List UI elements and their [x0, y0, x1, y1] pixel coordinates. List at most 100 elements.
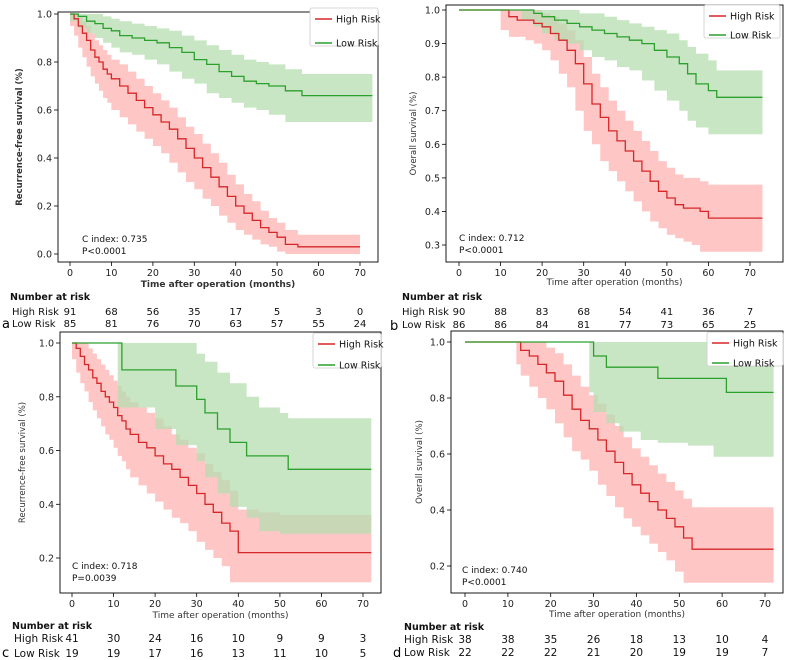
risk-count: 22: [458, 647, 471, 659]
risk-count: 19: [673, 647, 686, 659]
x-tick-label: 30: [588, 599, 600, 610]
risk-row-label: High Risk: [12, 307, 59, 318]
risk-table-title: Number at risk: [402, 292, 483, 303]
high-risk-survival-line: [70, 13, 360, 248]
y-tick-label: 0.4: [37, 154, 52, 165]
x-axis-label: Time after operation (months): [141, 280, 295, 290]
x-tick-label: 70: [354, 268, 366, 279]
axes-frame: [450, 330, 784, 594]
x-tick-label: 0: [456, 268, 462, 279]
risk-count: 17: [229, 307, 242, 318]
risk-count: 16: [190, 648, 204, 660]
panel-letter: c: [2, 646, 9, 660]
y-tick-label: 0.6: [39, 446, 54, 457]
risk-count: 68: [105, 307, 118, 318]
y-tick-label: 0.2: [37, 202, 52, 213]
risk-row-label: High Risk: [404, 634, 454, 646]
low-risk-ci-band: [465, 342, 774, 457]
y-tick-label: 0.7: [425, 106, 440, 117]
y-tick-label: 0.4: [430, 506, 445, 517]
risk-count: 5: [360, 648, 367, 660]
x-axis-label: Time after operation (months): [151, 611, 288, 621]
x-tick-label: 40: [232, 599, 244, 610]
risk-row-label: Low Risk: [404, 647, 451, 659]
panel-b: 0 10 20 30 40 50 60 70 0.3 0.4 0.5 0.6 0.7 0.8 0.9 1.0 O…: [390, 4, 784, 334]
x-tick-label: 60: [716, 599, 728, 610]
x-tick-label: 0: [69, 599, 75, 610]
y-axis-label: Recurrence-free survival (%): [15, 68, 25, 206]
panel-a: 0 10 20 30 40 50 60 700.00.20.40.60.81.0Recurre…: [2, 7, 381, 332]
y-tick-label: 1.0: [430, 338, 445, 349]
risk-count: 88: [494, 307, 507, 318]
x-tick-label: 10: [495, 268, 507, 279]
x-tick-label: 0: [67, 268, 73, 279]
y-tick-label: 0.8: [425, 73, 440, 84]
risk-count: 54: [619, 307, 632, 318]
low-risk-ci-band: [72, 343, 372, 534]
risk-count: 65: [702, 320, 715, 331]
legend-label: Low Risk: [339, 361, 381, 372]
y-tick-label: 0.5: [425, 173, 440, 184]
y-tick-label: 0.2: [430, 562, 445, 573]
risk-count: 10: [232, 633, 245, 645]
c-index-label: C index: 0.740: [462, 566, 528, 576]
high-risk-survival-line: [465, 341, 774, 550]
risk-count: 24: [148, 633, 162, 645]
panel-letter: a: [2, 317, 10, 332]
risk-count: 91: [64, 307, 77, 318]
panel-letter: b: [390, 319, 398, 334]
axes-frame: [59, 331, 382, 594]
risk-count: 9: [318, 633, 325, 645]
risk-count: 70: [188, 319, 201, 330]
risk-count: 19: [715, 647, 728, 659]
legend-label: Low Risk: [733, 359, 775, 370]
risk-table-title: Number at risk: [404, 622, 485, 633]
panel-d: 0 10 20 30 40 50 60 70 0.2 0.4 0.6 0.8 1.0 Overall su…: [393, 330, 784, 660]
risk-count: 10: [715, 634, 728, 646]
risk-count: 83: [536, 307, 549, 318]
y-tick-label: 1.0: [39, 339, 54, 350]
risk-count: 41: [661, 307, 674, 318]
x-tick-label: 70: [357, 599, 369, 610]
y-tick-label: 0.0: [37, 250, 52, 261]
x-tick-label: 50: [274, 599, 286, 610]
x-tick-label: 50: [271, 268, 283, 279]
x-tick-label: 30: [578, 268, 590, 279]
risk-count: 38: [501, 634, 514, 646]
risk-count: 30: [107, 633, 120, 645]
legend-label: High Risk: [730, 12, 775, 23]
y-tick-label: 0.9: [425, 39, 440, 50]
risk-count: 25: [744, 320, 757, 331]
risk-count: 13: [673, 634, 686, 646]
legend-box: [312, 332, 382, 369]
c-index-label: C index: 0.712: [459, 234, 524, 244]
risk-count: 38: [458, 634, 471, 646]
legend-box: [706, 331, 784, 367]
risk-count: 86: [494, 320, 507, 331]
y-tick-label: 0.4: [425, 207, 440, 218]
x-tick-label: 30: [191, 599, 203, 610]
x-axis-label: Time after operation (months): [548, 610, 685, 620]
risk-count: 16: [190, 633, 204, 645]
risk-count: 26: [587, 634, 601, 646]
x-axis-label: Time after operation (months): [545, 278, 682, 288]
risk-count: 19: [107, 648, 120, 660]
x-tick-label: 20: [149, 599, 161, 610]
x-tick-label: 10: [502, 599, 514, 610]
low-risk-ci-band: [459, 10, 763, 135]
risk-count: 22: [501, 647, 514, 659]
risk-count: 56: [147, 307, 160, 318]
x-tick-label: 20: [545, 599, 557, 610]
legend-label: Low Risk: [336, 39, 378, 50]
p-value-label: P=0.0039: [72, 574, 117, 584]
x-tick-label: 60: [315, 599, 327, 610]
y-axis-label: Overall survival (%): [409, 92, 419, 176]
y-tick-label: 0.2: [39, 554, 54, 565]
c-index-label: C index: 0.718: [72, 562, 138, 572]
legend-label: Low Risk: [730, 31, 772, 42]
y-tick-label: 0.8: [37, 58, 52, 69]
y-tick-label: 1.0: [425, 6, 440, 17]
risk-count: 55: [312, 319, 325, 330]
risk-count: 57: [271, 319, 284, 330]
risk-count: 5: [274, 307, 280, 318]
